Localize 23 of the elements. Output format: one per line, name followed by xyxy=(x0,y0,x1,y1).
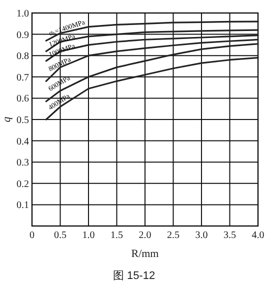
x-tick-label: 1.5 xyxy=(110,230,123,241)
x-tick-label: 4.0 xyxy=(252,230,264,241)
y-tick-label: 0.9 xyxy=(16,30,29,41)
x-tick-label: 1.0 xyxy=(82,230,95,241)
line-series xyxy=(45,56,259,120)
x-tick-label: 0.5 xyxy=(54,230,66,241)
x-tick-label: 3.0 xyxy=(195,230,208,241)
y-tick-label: 0.6 xyxy=(16,94,29,105)
y-tick-label: 0.1 xyxy=(16,200,29,212)
x-axis-title: R/mm xyxy=(131,248,160,260)
x-tick-label: 2.5 xyxy=(167,230,180,241)
y-tick-label: 0.7 xyxy=(16,72,29,84)
x-tick-label: 0 xyxy=(30,230,34,241)
x-tick-label: 2.0 xyxy=(138,230,152,241)
caption: 图 15-12 xyxy=(112,270,156,282)
y-tick-label: 0.4 xyxy=(16,136,29,148)
y-tick-label: 0.2 xyxy=(16,178,29,190)
y-tick-label: 0.5 xyxy=(16,115,29,126)
y-tick-label: 1.0 xyxy=(16,8,29,20)
y-tick-label: 0.3 xyxy=(16,158,29,169)
y-tick-label: 0.8 xyxy=(16,51,29,62)
y-axis-title: q xyxy=(1,116,13,122)
x-tick-label: 3.5 xyxy=(224,230,236,241)
